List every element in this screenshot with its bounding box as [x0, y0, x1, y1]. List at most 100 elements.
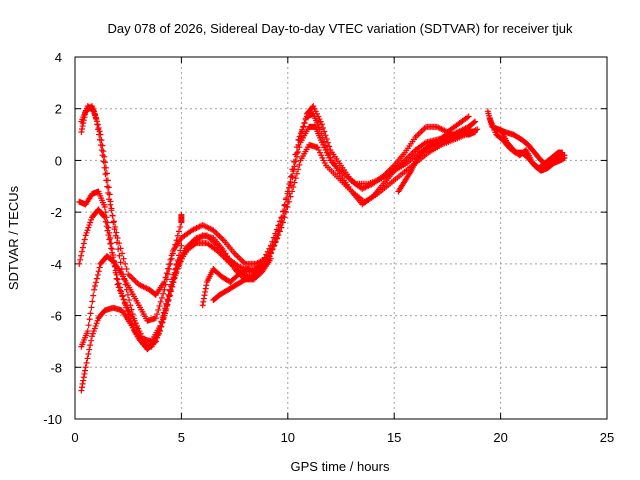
- data-point: [113, 271, 120, 278]
- data-point: [267, 250, 274, 257]
- data-point: [82, 364, 89, 371]
- data-point: [302, 116, 309, 123]
- x-tick-label: 25: [600, 430, 614, 445]
- data-point: [289, 172, 296, 179]
- data-point: [94, 121, 101, 128]
- series-track-5: [78, 211, 185, 350]
- data-point: [165, 271, 172, 278]
- data-point: [279, 219, 286, 226]
- data-point: [199, 302, 206, 309]
- data-point: [101, 203, 108, 210]
- data-point: [287, 173, 294, 180]
- data-point: [286, 184, 293, 191]
- data-point: [299, 126, 306, 133]
- data-point: [78, 387, 85, 394]
- data-point: [290, 184, 297, 191]
- data-point: [90, 292, 97, 299]
- data-point: [106, 236, 113, 243]
- data-point: [108, 205, 115, 212]
- data-point: [105, 184, 112, 191]
- data-point: [163, 270, 170, 277]
- y-axis-label: SDTVAR / TECUs: [6, 185, 21, 290]
- data-point: [113, 229, 120, 236]
- data-point: [472, 128, 479, 135]
- data-point: [177, 223, 184, 230]
- data-point: [104, 227, 111, 234]
- data-point: [202, 285, 209, 292]
- data-point: [291, 163, 298, 170]
- data-point: [102, 218, 109, 225]
- data-point: [92, 111, 99, 118]
- data-point: [111, 226, 118, 233]
- data-point: [177, 247, 184, 254]
- data-point: [116, 284, 123, 291]
- data-point: [79, 123, 86, 130]
- data-point: [122, 260, 129, 267]
- data-point: [76, 260, 83, 267]
- x-tick-label: 5: [178, 430, 185, 445]
- data-point: [301, 120, 308, 127]
- x-tick-label: 0: [71, 430, 78, 445]
- y-tick-label: -6: [50, 309, 62, 324]
- data-point: [290, 168, 297, 175]
- data-point: [124, 291, 131, 298]
- data-point: [80, 240, 87, 247]
- data-point: [166, 266, 173, 273]
- series-track-11: [497, 126, 566, 172]
- data-point: [109, 249, 116, 256]
- data-point: [113, 239, 120, 246]
- data-point: [160, 316, 167, 323]
- data-point: [103, 164, 110, 171]
- data-point: [300, 123, 307, 130]
- data-point: [155, 331, 162, 338]
- data-point: [561, 154, 568, 161]
- data-point: [169, 276, 176, 283]
- x-tick-label: 10: [281, 430, 295, 445]
- data-point: [318, 121, 325, 128]
- data-point: [82, 367, 89, 374]
- series-track-6: [78, 242, 185, 394]
- data-point: [289, 188, 296, 195]
- data-point: [106, 191, 113, 198]
- data-point: [120, 296, 127, 303]
- data-point: [293, 170, 300, 177]
- data-point: [159, 319, 166, 326]
- data-point: [202, 288, 209, 295]
- data-point: [166, 291, 173, 298]
- data-point: [79, 244, 86, 251]
- data-point: [107, 240, 114, 247]
- data-point: [296, 133, 303, 140]
- data-point: [292, 175, 299, 182]
- data-point: [110, 218, 117, 225]
- data-point: [279, 208, 286, 215]
- data-point: [88, 337, 95, 344]
- data-point: [168, 281, 175, 288]
- data-point: [81, 236, 88, 243]
- data-point: [109, 212, 116, 219]
- data-point: [94, 271, 101, 278]
- data-point: [320, 124, 327, 131]
- data-point: [276, 218, 283, 225]
- data-point: [175, 228, 182, 235]
- data-point: [559, 149, 566, 156]
- grid: [75, 57, 607, 419]
- data-point: [92, 283, 99, 290]
- data-point: [158, 319, 165, 326]
- data-point: [78, 252, 85, 259]
- series-track-7: [199, 260, 268, 309]
- data-point: [167, 260, 174, 267]
- data-point: [84, 328, 91, 335]
- data-point: [87, 310, 94, 317]
- data-point: [174, 257, 181, 264]
- data-point: [287, 178, 294, 185]
- data-point: [465, 113, 472, 120]
- data-point: [120, 255, 127, 262]
- data-point: [91, 108, 98, 115]
- y-tick-label: 0: [55, 153, 62, 168]
- data-point: [112, 232, 119, 239]
- data-point: [295, 148, 302, 155]
- data-point: [326, 143, 333, 150]
- data-point: [169, 250, 176, 257]
- data-point: [156, 302, 163, 309]
